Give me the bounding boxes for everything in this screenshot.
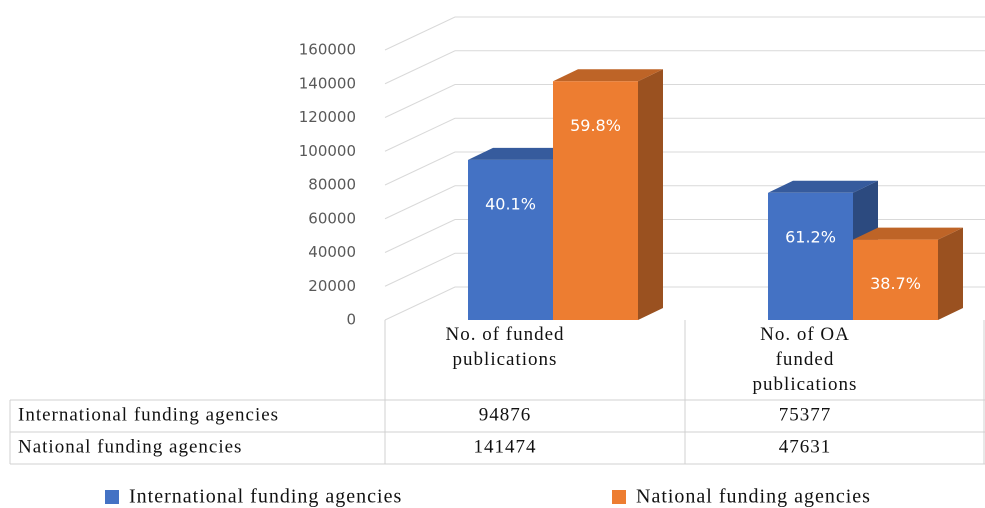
bar-side: [938, 227, 963, 320]
bar-top: [768, 180, 878, 193]
table-value: 94876: [479, 404, 532, 425]
y-tick-label: 20000: [308, 277, 356, 295]
grid-line: [384, 50, 985, 85]
grid-line: [384, 117, 985, 152]
table-value: 75377: [779, 404, 832, 425]
bar-annotation: 59.8%: [570, 116, 621, 135]
bar: [468, 159, 553, 320]
bar-top: [468, 147, 578, 160]
bar: [768, 192, 853, 320]
y-tick-label: 80000: [308, 176, 356, 194]
grid-line: [384, 151, 985, 186]
grid-line: [384, 84, 985, 118]
bar-annotation: 38.7%: [870, 274, 921, 293]
legend-label: National funding agencies: [636, 486, 871, 508]
legend-label: International funding agencies: [129, 486, 402, 508]
y-tick-label: 0: [346, 311, 356, 329]
bar-annotation: 61.2%: [785, 227, 836, 246]
bar: [553, 81, 638, 320]
category-label: No. of funded publications: [445, 324, 565, 370]
legend-swatch: [105, 490, 119, 504]
y-tick-label: 120000: [299, 108, 356, 126]
legend-swatch: [612, 490, 626, 504]
bar-top: [553, 69, 663, 82]
table-row-label: National funding agencies: [18, 436, 242, 457]
bar: [853, 239, 938, 320]
y-tick-label: 140000: [299, 74, 356, 92]
grid-line: [384, 16, 985, 51]
table-value: 47631: [779, 436, 832, 457]
y-tick-label: 100000: [299, 142, 356, 160]
category-label: No. of OA funded publications: [752, 324, 858, 395]
bar-side: [638, 69, 663, 320]
y-tick-label: 160000: [299, 41, 356, 59]
y-tick-label: 60000: [308, 209, 356, 227]
bar-top: [853, 227, 963, 240]
y-tick-label: 40000: [308, 243, 356, 261]
bar-annotation: 40.1%: [485, 194, 536, 213]
table-row-label: International funding agencies: [18, 404, 279, 425]
table-value: 141474: [474, 436, 537, 457]
